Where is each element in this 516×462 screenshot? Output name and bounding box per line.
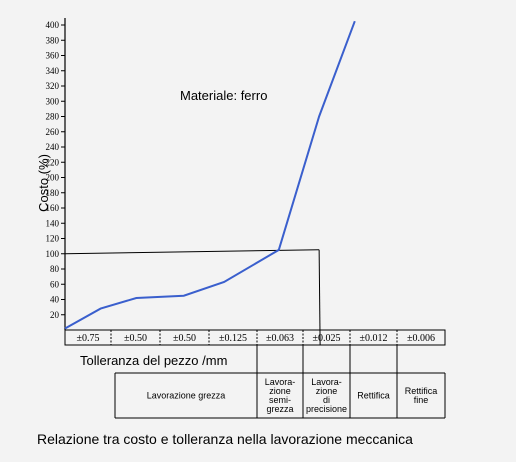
y-tick-label: 240 bbox=[46, 142, 60, 152]
reference-line-horizontal bbox=[64, 249, 320, 255]
process-label: Rettifica fine bbox=[405, 386, 438, 405]
y-tick-label: 140 bbox=[46, 218, 60, 228]
process-label: Lavora-zione semi-grezza bbox=[265, 377, 296, 414]
tolerance-cell-label: ±0.75 bbox=[77, 333, 100, 344]
y-axis-label: Costo (%) bbox=[36, 154, 51, 212]
y-tick-label: 380 bbox=[46, 35, 60, 45]
tolerance-table: ±0.75 ±0.50 ±0.50 ±0.125 ±0.063 ±0.025 ±0.012 ±… bbox=[64, 329, 446, 419]
tolerance-cell-label: ±0.50 bbox=[173, 333, 196, 344]
tolerance-cell-label: ±0.063 bbox=[266, 333, 294, 344]
y-tick-label: 340 bbox=[46, 66, 60, 76]
tolerance-cell-label: ±0.025 bbox=[313, 333, 341, 344]
y-tick-label: 220 bbox=[46, 157, 60, 167]
y-tick-label: 400 bbox=[46, 20, 60, 30]
y-axis-ticks: 20 40 60 80 100 120 140 160 180 200 220 240 260 280 30… bbox=[46, 20, 65, 320]
tolerance-cell-label: ±0.125 bbox=[219, 333, 247, 344]
y-tick-label: 260 bbox=[46, 127, 60, 137]
process-label: Rettifica bbox=[357, 391, 390, 401]
y-tick-label: 40 bbox=[50, 295, 60, 305]
y-tick-label: 360 bbox=[46, 51, 60, 61]
y-tick-label: 320 bbox=[46, 81, 60, 91]
material-annotation: Materiale: ferro bbox=[180, 88, 267, 103]
y-tick-label: 180 bbox=[46, 188, 60, 198]
tolerance-cell-label: ±0.006 bbox=[407, 333, 435, 344]
process-label: Lavora-zione di precisione bbox=[306, 377, 347, 414]
process-label: Lavorazione grezza bbox=[147, 391, 226, 401]
y-tick-label: 120 bbox=[46, 234, 60, 244]
tolerance-cell-label: ±0.50 bbox=[124, 333, 147, 344]
y-tick-label: 100 bbox=[46, 249, 60, 259]
y-tick-label: 300 bbox=[46, 96, 60, 106]
series-line-cost bbox=[64, 20, 356, 330]
y-tick-label: 200 bbox=[46, 173, 60, 183]
tolerance-row-border bbox=[64, 329, 446, 346]
y-tick-label: 60 bbox=[50, 279, 60, 289]
x-axis-label: Tolleranza del pezzo /mm bbox=[80, 353, 227, 368]
figure-caption: Relazione tra costo e tolleranza nella l… bbox=[37, 431, 413, 447]
y-tick-label: 280 bbox=[46, 112, 60, 122]
y-tick-label: 160 bbox=[46, 203, 60, 213]
y-tick-label: 20 bbox=[50, 310, 60, 320]
reference-line-vertical bbox=[318, 249, 321, 346]
tolerance-cell-label: ±0.012 bbox=[360, 333, 388, 344]
y-tick-label: 80 bbox=[50, 264, 60, 274]
